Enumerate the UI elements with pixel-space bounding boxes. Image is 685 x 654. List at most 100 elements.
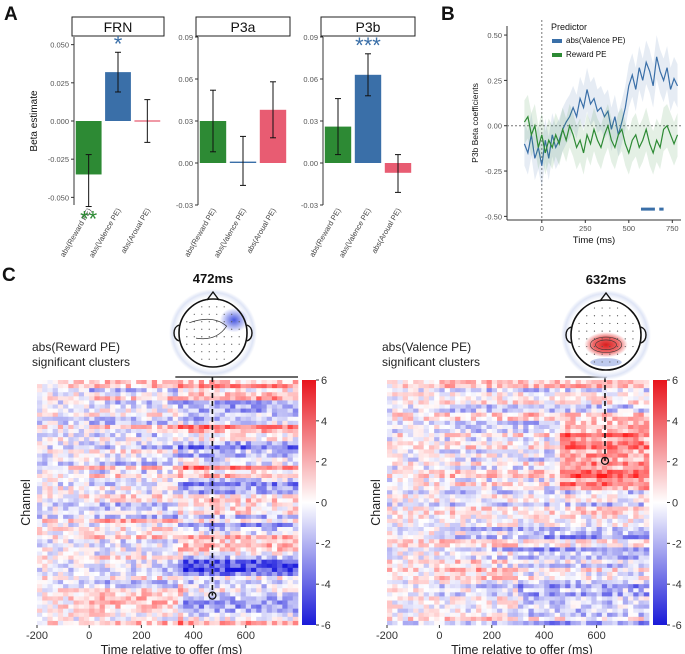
- heatmap-cell: [465, 482, 472, 487]
- heatmap-cell: [235, 596, 241, 601]
- heatmap-cell: [141, 392, 147, 397]
- heatmap-cell: [277, 482, 283, 487]
- heatmap-cell: [162, 547, 168, 552]
- heatmap-cell: [449, 461, 456, 467]
- heatmap-cell: [523, 412, 529, 418]
- heatmap-cell: [172, 473, 179, 479]
- heatmap-cell: [423, 465, 430, 471]
- heatmap-cell: [83, 592, 90, 597]
- heatmap-cell: [99, 527, 106, 532]
- heatmap-cell: [512, 482, 519, 487]
- heatmap-cell: [549, 433, 555, 438]
- heatmap-cell: [63, 392, 69, 397]
- significance-marker: ***: [355, 33, 381, 58]
- heatmap-cell: [204, 616, 210, 622]
- heatmap-cell: [612, 469, 618, 475]
- heatmap-cell: [617, 510, 624, 516]
- heatmap-cell: [52, 580, 59, 585]
- heatmap-cell: [104, 469, 111, 475]
- heatmap-cell: [407, 445, 414, 450]
- heatmap-cell: [444, 412, 451, 418]
- heatmap-cell: [42, 412, 48, 418]
- heatmap-cell: [57, 441, 64, 446]
- heatmap-cell: [141, 453, 147, 458]
- heatmap-cell: [460, 424, 466, 430]
- heatmap-cell: [68, 506, 74, 511]
- heatmap-cell: [245, 473, 252, 479]
- heatmap-cell: [460, 412, 466, 418]
- heatmap-cell: [261, 478, 267, 483]
- heatmap-cell: [214, 486, 220, 491]
- heatmap-cell: [439, 486, 445, 491]
- heatmap-cell: [580, 408, 587, 413]
- heatmap-cell: [554, 445, 561, 450]
- heatmap-cell: [586, 449, 592, 454]
- heatmap-cell: [549, 400, 555, 405]
- heatmap-cell: [146, 506, 153, 511]
- heatmap-cell: [523, 482, 529, 487]
- heatmap-cell: [73, 453, 80, 458]
- heatmap-cell: [282, 514, 288, 520]
- heatmap-cell: [528, 494, 535, 499]
- heatmap-cell: [183, 478, 189, 483]
- heatmap-cell: [266, 539, 273, 544]
- heatmap-cell: [287, 445, 294, 450]
- heatmap-cell: [413, 420, 419, 426]
- heatmap-cell: [633, 502, 639, 507]
- heatmap-cell: [214, 551, 220, 556]
- heatmap-cell: [37, 457, 43, 462]
- heatmap-cell: [167, 616, 174, 622]
- heatmap-cell: [42, 404, 48, 409]
- heatmap-cell: [428, 490, 435, 495]
- heatmap-cell: [643, 453, 650, 458]
- heatmap-cell: [287, 396, 294, 401]
- heatmap-cell: [449, 478, 456, 483]
- heatmap-cell: [136, 473, 142, 479]
- heatmap-cell: [130, 482, 137, 487]
- heatmap-cell: [554, 502, 561, 507]
- topomap-time-label: 472ms: [193, 271, 233, 286]
- heatmap-cell: [544, 453, 550, 458]
- heatmap-cell: [455, 445, 461, 450]
- heatmap-cell: [460, 380, 466, 385]
- heatmap-cell: [586, 502, 592, 507]
- heatmap-cell: [292, 380, 299, 385]
- heatmap-cell: [214, 420, 220, 426]
- heatmap-cell: [607, 437, 613, 442]
- heatmap-cell: [449, 412, 456, 418]
- heatmap-cell: [172, 514, 179, 520]
- heatmap-cell: [94, 604, 100, 609]
- heatmap-cell: [224, 392, 231, 397]
- heatmap-cell: [486, 416, 493, 422]
- heatmap-cell: [266, 429, 273, 434]
- heatmap-cell: [230, 490, 236, 495]
- heatmap-cell: [580, 445, 587, 450]
- heatmap-cell: [502, 494, 508, 499]
- heatmap-cell: [177, 384, 184, 389]
- heatmap-cell: [455, 469, 461, 475]
- heatmap-cell: [633, 490, 639, 495]
- heatmap-cell: [554, 457, 561, 462]
- heatmap-cell: [73, 514, 80, 520]
- heatmap-cell: [193, 580, 200, 585]
- heatmap-cell: [219, 400, 226, 405]
- electrode-dot: [201, 313, 203, 315]
- heatmap-cell: [141, 514, 147, 520]
- heatmap-cell: [198, 482, 205, 487]
- heatmap-cell: [287, 502, 294, 507]
- heatmap-cell: [387, 412, 393, 418]
- heatmap-cell: [219, 580, 226, 585]
- heatmap-cell: [235, 429, 241, 434]
- heatmap-cell: [198, 543, 205, 548]
- heatmap-cell: [565, 416, 571, 422]
- heatmap-cell: [397, 465, 404, 471]
- heatmap-cell: [277, 576, 283, 581]
- heatmap-cell: [481, 424, 487, 430]
- heatmap-cell: [183, 424, 189, 430]
- heatmap-cell: [99, 494, 106, 499]
- heatmap-cell: [240, 580, 247, 585]
- heatmap-cell: [470, 473, 477, 479]
- heatmap-cell: [214, 563, 220, 569]
- heatmap-cell: [596, 437, 603, 442]
- heatmap-cell: [292, 555, 299, 560]
